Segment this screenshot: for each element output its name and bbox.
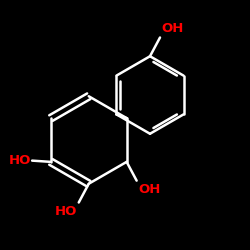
Text: OH: OH bbox=[161, 22, 184, 35]
Text: HO: HO bbox=[8, 154, 31, 167]
Text: OH: OH bbox=[138, 183, 160, 196]
Text: HO: HO bbox=[55, 205, 78, 218]
